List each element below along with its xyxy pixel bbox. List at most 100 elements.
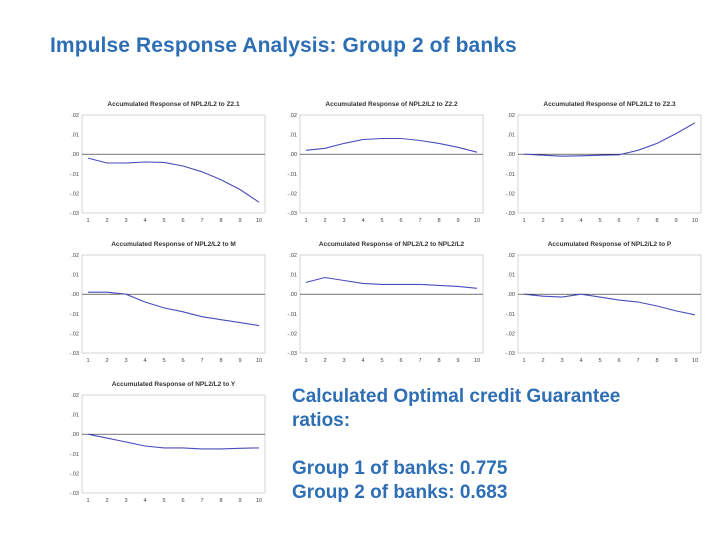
y-tick-label: -.03: [69, 211, 79, 217]
x-tick-label: 6: [617, 358, 620, 364]
x-tick-label: 9: [238, 358, 241, 364]
plot-frame: [517, 114, 702, 214]
y-tick-label: .01: [507, 273, 515, 279]
y-tick-label: .01: [71, 273, 79, 279]
x-tick-label: 6: [399, 358, 402, 364]
plot-frame: [299, 254, 484, 354]
plot-frame: [81, 394, 266, 494]
chart-panel-p: Accumulated Response of NPL2/L2 to P .02.…: [496, 235, 706, 365]
y-tick-label: -.02: [69, 331, 79, 337]
chart-title: Accumulated Response of NPL2/L2 to P: [548, 241, 672, 248]
chart-title: Accumulated Response of NPL2/L2 to Z2.1: [107, 101, 240, 108]
chart-title: Accumulated Response of NPL2/L2 to Z2.3: [543, 101, 676, 108]
y-tick-label: -.01: [69, 452, 79, 458]
x-tick-label: 10: [256, 358, 262, 364]
x-tick-label: 6: [399, 218, 402, 224]
y-tick-label: .00: [289, 152, 297, 158]
x-tick-label: 7: [418, 218, 421, 224]
y-tick-label: -.03: [287, 211, 297, 217]
x-tick-label: 2: [105, 498, 108, 504]
plot-frame: [81, 254, 266, 354]
x-tick-label: 4: [361, 358, 364, 364]
x-tick-label: 8: [655, 218, 658, 224]
x-tick-label: 7: [200, 358, 203, 364]
x-tick-label: 2: [105, 358, 108, 364]
x-tick-label: 5: [162, 498, 165, 504]
response-series-line: [88, 291, 260, 327]
x-tick-label: 3: [560, 358, 563, 364]
x-tick-label: 5: [380, 358, 383, 364]
chart-panel-z23: Accumulated Response of NPL2/L2 to Z2.3.…: [496, 95, 706, 225]
x-tick-label: 1: [522, 358, 525, 364]
x-tick-label: 3: [124, 358, 127, 364]
y-tick-label: -.01: [287, 312, 297, 318]
x-tick-label: 5: [162, 218, 165, 224]
y-tick-label: .01: [289, 273, 297, 279]
y-tick-label: .02: [507, 253, 515, 259]
x-tick-label: 10: [692, 218, 698, 224]
y-tick-label: -.03: [69, 351, 79, 357]
y-tick-label: -.01: [69, 312, 79, 318]
x-tick-label: 1: [522, 218, 525, 224]
x-tick-label: 9: [674, 218, 677, 224]
x-tick-label: 7: [636, 218, 639, 224]
y-tick-label: .02: [71, 393, 79, 399]
y-tick-label: .02: [71, 113, 79, 119]
x-tick-label: 3: [342, 218, 345, 224]
y-tick-label: -.02: [69, 471, 79, 477]
chart-title: Accumulated Response of NPL2/L2 to M: [111, 241, 236, 248]
results-text-block: Calculated Optimal credit Guarantee rati…: [292, 385, 712, 505]
y-tick-label: -.03: [69, 491, 79, 497]
x-tick-label: 2: [541, 218, 544, 224]
x-tick-label: 9: [456, 218, 459, 224]
plot-frame: [299, 114, 484, 214]
y-tick-label: .00: [71, 432, 79, 438]
x-tick-label: 7: [636, 358, 639, 364]
y-tick-label: .00: [71, 292, 79, 298]
y-tick-label: .02: [71, 253, 79, 259]
x-tick-label: 9: [456, 358, 459, 364]
x-tick-label: 3: [560, 218, 563, 224]
chart-svg: Accumulated Response of NPL2/L2 to Z2.2.…: [287, 101, 484, 224]
y-tick-label: -.01: [69, 172, 79, 178]
x-tick-label: 3: [124, 218, 127, 224]
group2-ratio: Group 2 of banks: 0.683: [292, 482, 508, 503]
y-tick-label: -.01: [287, 172, 297, 178]
response-series-line: [87, 433, 260, 450]
x-tick-label: 5: [598, 358, 601, 364]
group1-ratio: Group 1 of banks: 0.775: [292, 458, 508, 479]
y-tick-label: -.01: [505, 312, 515, 318]
x-tick-label: 10: [474, 218, 480, 224]
x-tick-label: 10: [256, 218, 262, 224]
x-tick-label: 4: [143, 218, 146, 224]
y-tick-label: -.03: [287, 351, 297, 357]
y-tick-label: .00: [71, 152, 79, 158]
y-tick-label: .00: [507, 292, 515, 298]
x-tick-label: 6: [181, 218, 184, 224]
x-tick-label: 7: [200, 218, 203, 224]
chart-svg: Accumulated Response of NPL2/L2 to Z2.3.…: [505, 101, 702, 224]
chart-panel-z21: Accumulated Response of NPL2/L2 to Z2.1.…: [60, 95, 270, 225]
x-tick-label: 1: [304, 218, 307, 224]
x-tick-label: 4: [361, 218, 364, 224]
x-tick-label: 9: [238, 498, 241, 504]
chart-title: Accumulated Response of NPL2/L2 to Y: [112, 381, 236, 388]
chart-panel-m: Accumulated Response of NPL2/L2 to M .02.…: [60, 235, 270, 365]
response-series-line: [87, 157, 260, 203]
slide-title: Impulse Response Analysis: Group 2 of ba…: [50, 34, 517, 57]
y-tick-label: .01: [507, 133, 515, 139]
x-tick-label: 3: [124, 498, 127, 504]
y-tick-label: -.02: [69, 191, 79, 197]
y-tick-label: .02: [289, 113, 297, 119]
x-tick-label: 9: [674, 358, 677, 364]
x-tick-label: 2: [105, 218, 108, 224]
y-tick-label: .02: [507, 113, 515, 119]
results-spacer: [292, 433, 712, 457]
y-tick-label: -.01: [505, 172, 515, 178]
x-tick-label: 1: [86, 358, 89, 364]
y-tick-label: -.02: [505, 331, 515, 337]
chart-svg: Accumulated Response of NPL2/L2 to Y .02.…: [69, 381, 266, 504]
response-series-line: [523, 293, 696, 316]
chart-svg: Accumulated Response of NPL2/L2 to Z2.1.…: [69, 101, 266, 224]
plot-frame: [81, 114, 266, 214]
